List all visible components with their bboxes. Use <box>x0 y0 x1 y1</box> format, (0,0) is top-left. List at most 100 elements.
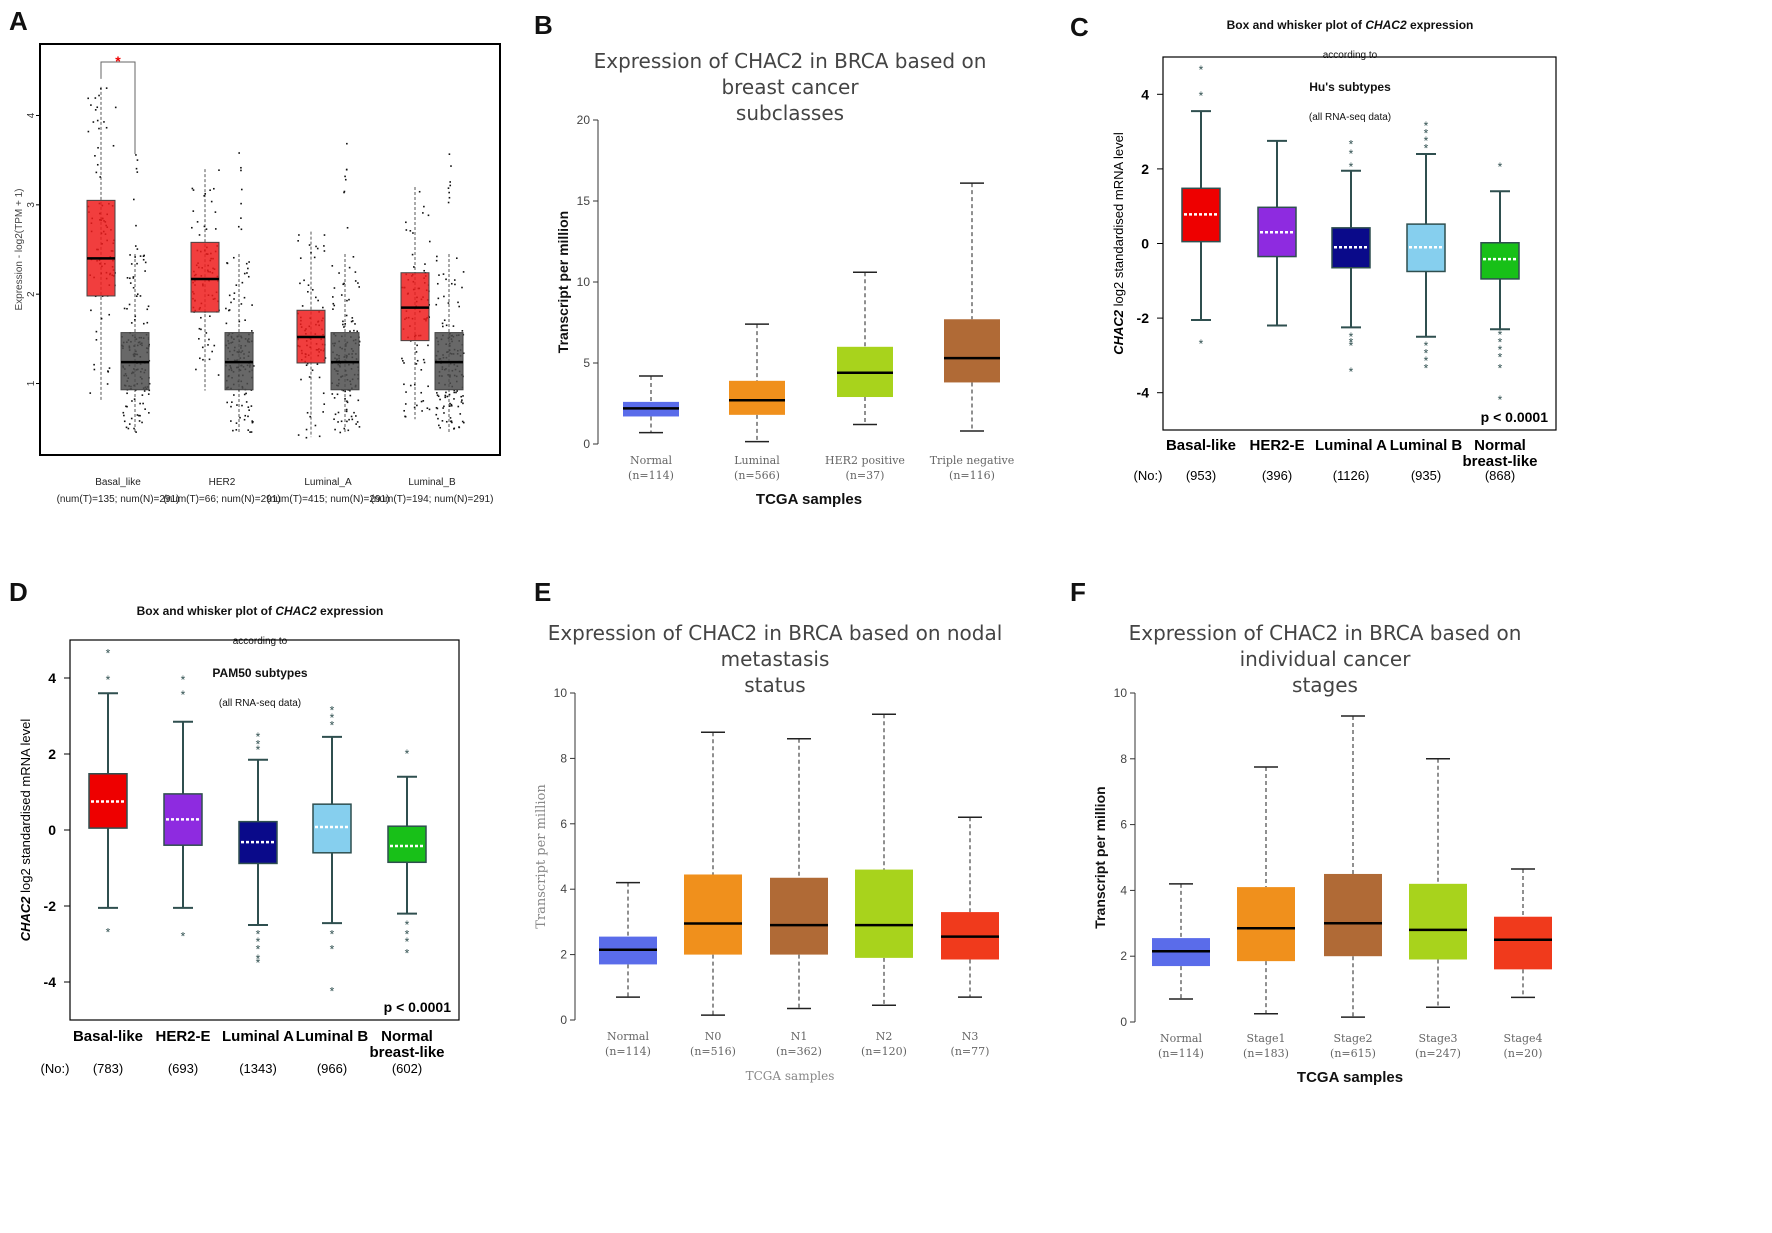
chart-c-count-label: (1126) <box>1333 468 1370 483</box>
chart-a-point <box>415 351 418 353</box>
chart-a-point <box>453 391 456 394</box>
chart-a-point <box>428 408 431 411</box>
chart-c-subtitle-3: (all RNA-seq data) <box>1308 112 1392 123</box>
chart-a-point <box>250 330 253 332</box>
panel-letter-b: B <box>534 10 553 40</box>
chart-a-point <box>240 303 243 305</box>
chart-a-point <box>198 234 201 236</box>
chart-a-point <box>315 245 317 248</box>
chart-c-ytick-label: 2 <box>1141 161 1149 177</box>
chart-a-point <box>105 126 108 129</box>
chart-a-point <box>332 302 335 305</box>
chart-a-point <box>435 303 438 306</box>
chart-a-point <box>128 423 131 425</box>
chart-d-count-label: (966) <box>317 1061 347 1076</box>
chart-a-ytick-label: 4 <box>26 112 37 118</box>
chart-a-point <box>129 282 132 284</box>
chart-a-point <box>128 303 131 306</box>
chart-a-point <box>213 344 216 347</box>
chart-d-count-label: (1343) <box>239 1061 277 1076</box>
chart-a-point <box>95 330 98 333</box>
chart-f-xtick-label: Normal <box>1160 1032 1202 1045</box>
chart-a-point <box>243 296 246 299</box>
chart-a-point <box>350 415 353 418</box>
chart-c-xtick-label: breast-like <box>1462 453 1537 470</box>
chart-a-point <box>134 256 136 258</box>
chart-a-point <box>333 304 336 307</box>
chart-a-ytick-label: 3 <box>26 202 37 208</box>
chart-a-point <box>297 240 299 242</box>
chart-c-xtick-label: Luminal A <box>1315 437 1387 454</box>
chart-c-ylabel-gene: CHAC2 <box>1111 309 1126 355</box>
chart-a-point <box>208 338 210 341</box>
chart-a-point <box>114 106 117 109</box>
chart-a-point <box>427 214 430 217</box>
chart-a-point <box>453 427 456 430</box>
chart-f-box <box>1494 916 1552 970</box>
chart-a-point <box>340 420 343 423</box>
chart-a-point <box>403 409 405 412</box>
chart-a-point <box>437 417 439 420</box>
chart-a-point <box>247 415 249 418</box>
chart-a-point <box>298 234 300 236</box>
chart-a-point <box>248 409 250 411</box>
chart-d-ylabel-gene: CHAC2 <box>18 896 33 942</box>
chart-a-point <box>355 423 357 425</box>
chart-a-point <box>208 358 211 361</box>
chart-a-point <box>244 319 246 321</box>
chart-a-point <box>237 225 240 228</box>
chart-a-point <box>245 392 247 395</box>
chart-a-point <box>148 382 151 385</box>
chart-b-ytick-label: 5 <box>583 356 590 370</box>
chart-a-point <box>351 317 354 319</box>
chart-a-point <box>323 234 326 236</box>
chart-d-outlier: * <box>330 719 335 733</box>
chart-a-point <box>100 317 103 320</box>
chart-a-point <box>358 286 360 288</box>
chart-c-outlier: * <box>1349 339 1354 353</box>
chart-c-ytick-label: -2 <box>1137 310 1150 326</box>
chart-d-xtick-label: Luminal B <box>296 1028 369 1045</box>
chart-c-title: Box and whisker plot of CHAC2 expression <box>1226 18 1474 32</box>
chart-a-point <box>97 146 99 149</box>
chart-a-point <box>247 406 250 408</box>
chart-a-frame <box>39 43 501 456</box>
chart-a-point <box>90 309 92 312</box>
chart-a-point <box>100 87 102 90</box>
chart-b-count-label: (n=116) <box>949 469 995 482</box>
chart-c-outlier: * <box>1349 335 1354 349</box>
chart-a-point <box>314 424 317 427</box>
chart-a-point <box>413 383 416 386</box>
chart-a-point <box>308 376 311 378</box>
chart-a-point <box>125 405 127 408</box>
chart-a-point <box>243 393 246 396</box>
chart-d-outlier: * <box>405 935 410 949</box>
chart-a-xtick-label: HER2 <box>209 477 236 488</box>
chart-a-point <box>125 426 128 429</box>
chart-a-point <box>455 257 458 260</box>
chart-a-point <box>437 297 440 300</box>
chart-a-point <box>458 305 460 308</box>
chart-d-outlier: * <box>256 928 261 942</box>
chart-f-count-label: (n=114) <box>1158 1047 1204 1060</box>
chart-a-point <box>135 167 138 170</box>
chart-a-point <box>339 431 342 434</box>
chart-b-xtick-label: HER2 positive <box>825 454 905 467</box>
chart-a-point <box>454 283 456 286</box>
chart-a-point <box>207 344 209 346</box>
chart-c-outlier: * <box>1349 330 1354 344</box>
chart-a-point <box>213 187 215 190</box>
chart-a-point <box>99 176 101 178</box>
chart-a-point <box>342 283 345 286</box>
chart-e-ytick-label: 8 <box>560 751 567 765</box>
chart-d-outlier: * <box>256 952 261 966</box>
chart-d-outlier: * <box>330 928 335 942</box>
chart-a-point <box>202 358 204 361</box>
chart-c-outlier: * <box>1349 138 1354 152</box>
chart-a-point <box>356 330 359 333</box>
chart-a-point <box>192 210 195 212</box>
chart-a-point <box>244 414 247 417</box>
chart-a-point <box>438 274 440 276</box>
chart-c-title-block: Box and whisker plot of CHAC2 expression… <box>1180 0 1520 142</box>
chart-a-point <box>457 301 459 304</box>
